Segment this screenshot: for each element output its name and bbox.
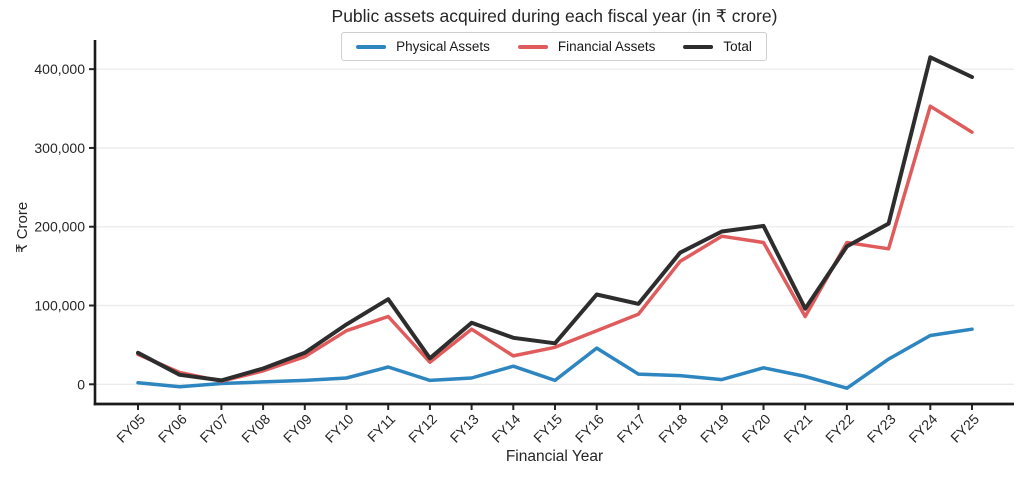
x-tick-label: FY25 [947, 411, 982, 446]
x-tick-label: FY06 [155, 411, 190, 446]
x-tick-label: FY05 [113, 411, 148, 446]
legend-label: Physical Assets [396, 39, 490, 54]
x-tick-label: FY14 [488, 411, 523, 446]
y-tick-label: 100,000 [34, 298, 85, 314]
x-tick-label: FY12 [405, 411, 440, 446]
x-tick-label: FY15 [530, 411, 565, 446]
x-tick-label: FY22 [822, 411, 857, 446]
x-tick-label: FY16 [572, 411, 607, 446]
legend-item-total: Total [683, 39, 752, 54]
legend-swatch-physical-assets [356, 44, 387, 49]
series-line-total [136, 55, 974, 383]
x-tick-label: FY09 [280, 411, 315, 446]
x-tick-label: FY07 [197, 411, 232, 446]
x-tick-label: FY21 [780, 411, 815, 446]
legend-label: Total [723, 39, 752, 54]
legend-item-physical-assets: Physical Assets [356, 39, 490, 54]
x-tick-label: FY23 [864, 411, 899, 446]
legend-swatch-financial-assets [517, 44, 548, 49]
x-tick-label: FY19 [697, 411, 732, 446]
x-tick-label: FY24 [905, 411, 940, 446]
y-tick-label: 400,000 [34, 61, 85, 77]
legend: Physical Assets Financial Assets Total [341, 32, 767, 61]
y-axis-label: ₹ Crore [14, 201, 31, 253]
legend-swatch-total [683, 44, 714, 49]
y-tick-label: 0 [77, 376, 85, 392]
x-tick-label: FY08 [238, 411, 273, 446]
x-tick-label: FY18 [655, 411, 690, 446]
y-tick-label: 200,000 [34, 219, 85, 235]
chart-title: Public assets acquired during each fisca… [331, 6, 778, 26]
x-tick-label: FY11 [364, 411, 398, 445]
x-tick-label: FY20 [739, 411, 774, 446]
x-axis-label: Financial Year [505, 448, 604, 465]
legend-label: Financial Assets [557, 39, 656, 54]
series-line-physical-assets [136, 327, 974, 390]
y-tick-label: 300,000 [34, 140, 85, 156]
x-tick-label: FY13 [447, 411, 482, 446]
legend-item-financial-assets: Financial Assets [517, 39, 656, 54]
x-tick-label: FY10 [322, 411, 357, 446]
x-tick-label: FY17 [614, 411, 649, 446]
